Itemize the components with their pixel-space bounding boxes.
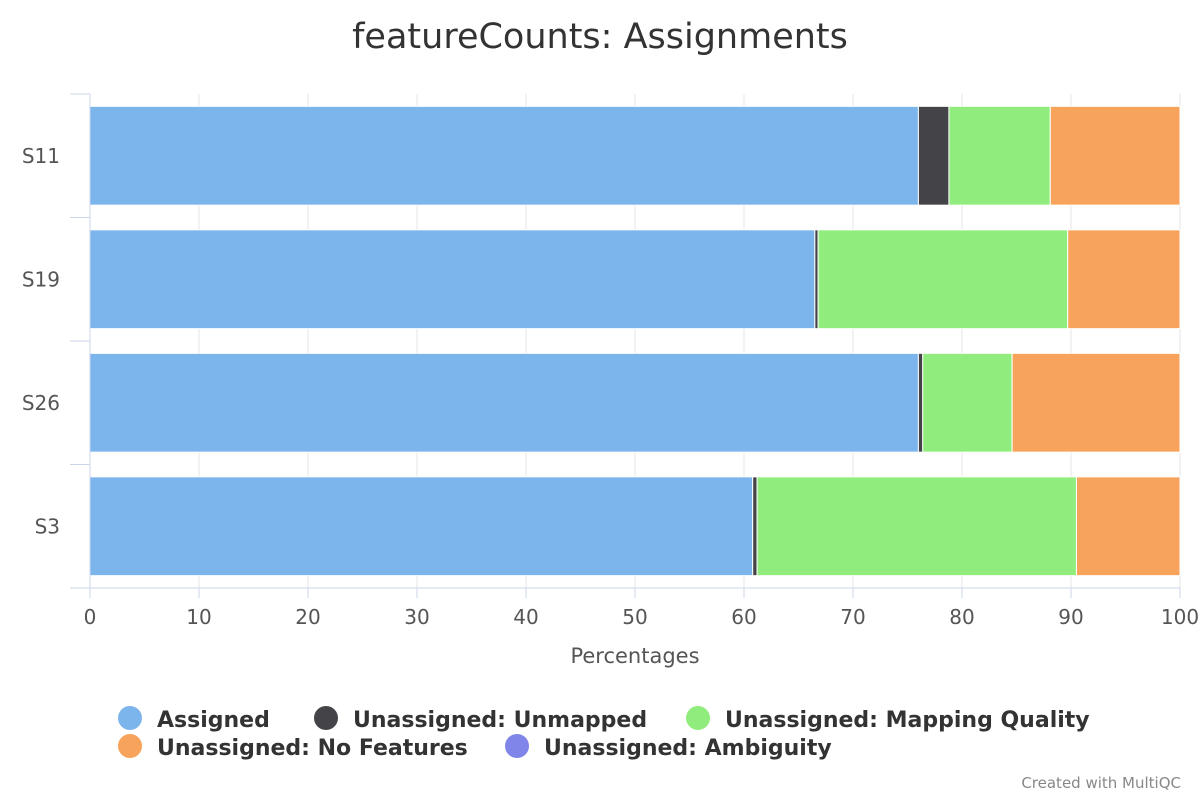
y-tick-label: S11 xyxy=(22,144,60,168)
bar-segment[interactable] xyxy=(917,105,950,206)
x-tick-label: 60 xyxy=(731,605,756,629)
legend-item[interactable]: Unassigned: Unmapped xyxy=(314,706,647,733)
x-tick-label: 10 xyxy=(186,605,211,629)
bar-segment[interactable] xyxy=(922,352,1013,453)
chart-title: featureCounts: Assignments xyxy=(352,17,848,57)
credits[interactable]: Created with MultiQC xyxy=(1021,774,1181,792)
bar-segment[interactable] xyxy=(1011,352,1181,453)
bar-segment[interactable] xyxy=(89,105,919,206)
bar-segment[interactable] xyxy=(1067,229,1181,330)
bar-segment[interactable] xyxy=(756,476,1077,577)
legend-marker xyxy=(118,706,142,730)
legend-item[interactable]: Unassigned: Ambiguity xyxy=(505,734,832,761)
bar-segment[interactable] xyxy=(1049,105,1181,206)
legend-marker xyxy=(505,734,529,758)
x-tick-label: 80 xyxy=(949,605,974,629)
legend-item[interactable]: Assigned xyxy=(118,706,270,733)
legend-marker xyxy=(686,706,710,730)
y-tick-label: S19 xyxy=(22,267,60,291)
x-tick-label: 50 xyxy=(622,605,647,629)
bar-segment[interactable] xyxy=(917,352,924,453)
x-tick-label: 100 xyxy=(1161,605,1199,629)
x-tick-label: 20 xyxy=(295,605,320,629)
legend-marker xyxy=(314,706,338,730)
legend-label: Unassigned: Ambiguity xyxy=(544,736,832,761)
x-tick-label: 90 xyxy=(1058,605,1083,629)
x-tick-label: 0 xyxy=(84,605,97,629)
legend-label: Assigned xyxy=(157,708,270,733)
bar-segment[interactable] xyxy=(89,229,816,330)
bars xyxy=(89,105,1181,577)
legend-marker xyxy=(118,734,142,758)
x-axis-title: Percentages xyxy=(570,644,699,668)
bar-segment[interactable] xyxy=(1075,476,1181,577)
x-tick-label: 30 xyxy=(404,605,429,629)
legend-label: Unassigned: Unmapped xyxy=(353,708,647,733)
bar-segment[interactable] xyxy=(752,476,758,577)
x-tick-label: 70 xyxy=(840,605,865,629)
legend-item[interactable]: Unassigned: No Features xyxy=(118,734,468,761)
bar-segment[interactable] xyxy=(89,476,754,577)
y-tick-label: S3 xyxy=(35,514,60,538)
legend-label: Unassigned: No Features xyxy=(157,736,468,761)
legend-label: Unassigned: Mapping Quality xyxy=(725,708,1090,733)
y-tick-label: S26 xyxy=(22,391,60,415)
legend: Assigned Unassigned: Unmapped Unassigned: … xyxy=(118,706,1090,761)
bar-segment[interactable] xyxy=(89,352,919,453)
legend-item[interactable]: Unassigned: Mapping Quality xyxy=(686,706,1090,733)
bar-segment[interactable] xyxy=(948,105,1051,206)
axes: 0 10 20 30 40 50 60 70 80 90 100 S11 S19 S26 S3 xyxy=(22,93,1199,629)
bar-segment[interactable] xyxy=(817,229,1069,330)
x-tick-label: 40 xyxy=(513,605,538,629)
